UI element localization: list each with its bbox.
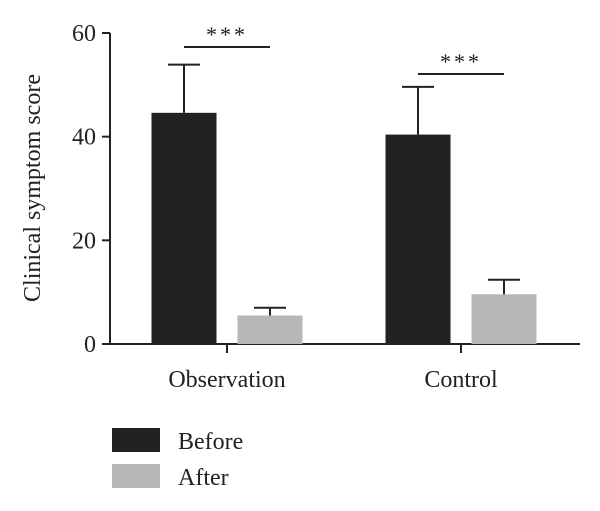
x-tick-label-observation: Observation (168, 367, 285, 393)
error-bars (168, 63, 520, 316)
x-tick-label-control: Control (424, 367, 498, 393)
bar-before-control (385, 134, 451, 344)
bar-after-control (471, 294, 537, 344)
y-tick-label: 40 (72, 125, 96, 151)
legend-swatch-after (112, 464, 160, 488)
legend-label-before: Before (178, 429, 243, 455)
y-tick-label: 0 (84, 332, 96, 358)
x-axis: Observation Control (109, 343, 580, 393)
significance-stars: *** (206, 22, 248, 47)
bar-after-observation (237, 315, 303, 344)
bar-before-observation (151, 112, 217, 344)
y-tick-label: 20 (72, 228, 96, 254)
significance-stars: *** (440, 49, 482, 74)
y-tick-label: 60 (72, 21, 96, 47)
legend-swatch-before (112, 428, 160, 452)
legend: Before After (112, 428, 243, 491)
bars (151, 112, 537, 344)
y-axis: 0 20 40 60 (72, 21, 111, 358)
significance-markers: *** *** (184, 22, 504, 75)
legend-label-after: After (178, 465, 229, 491)
y-axis-label: Clinical symptom score (20, 74, 46, 302)
